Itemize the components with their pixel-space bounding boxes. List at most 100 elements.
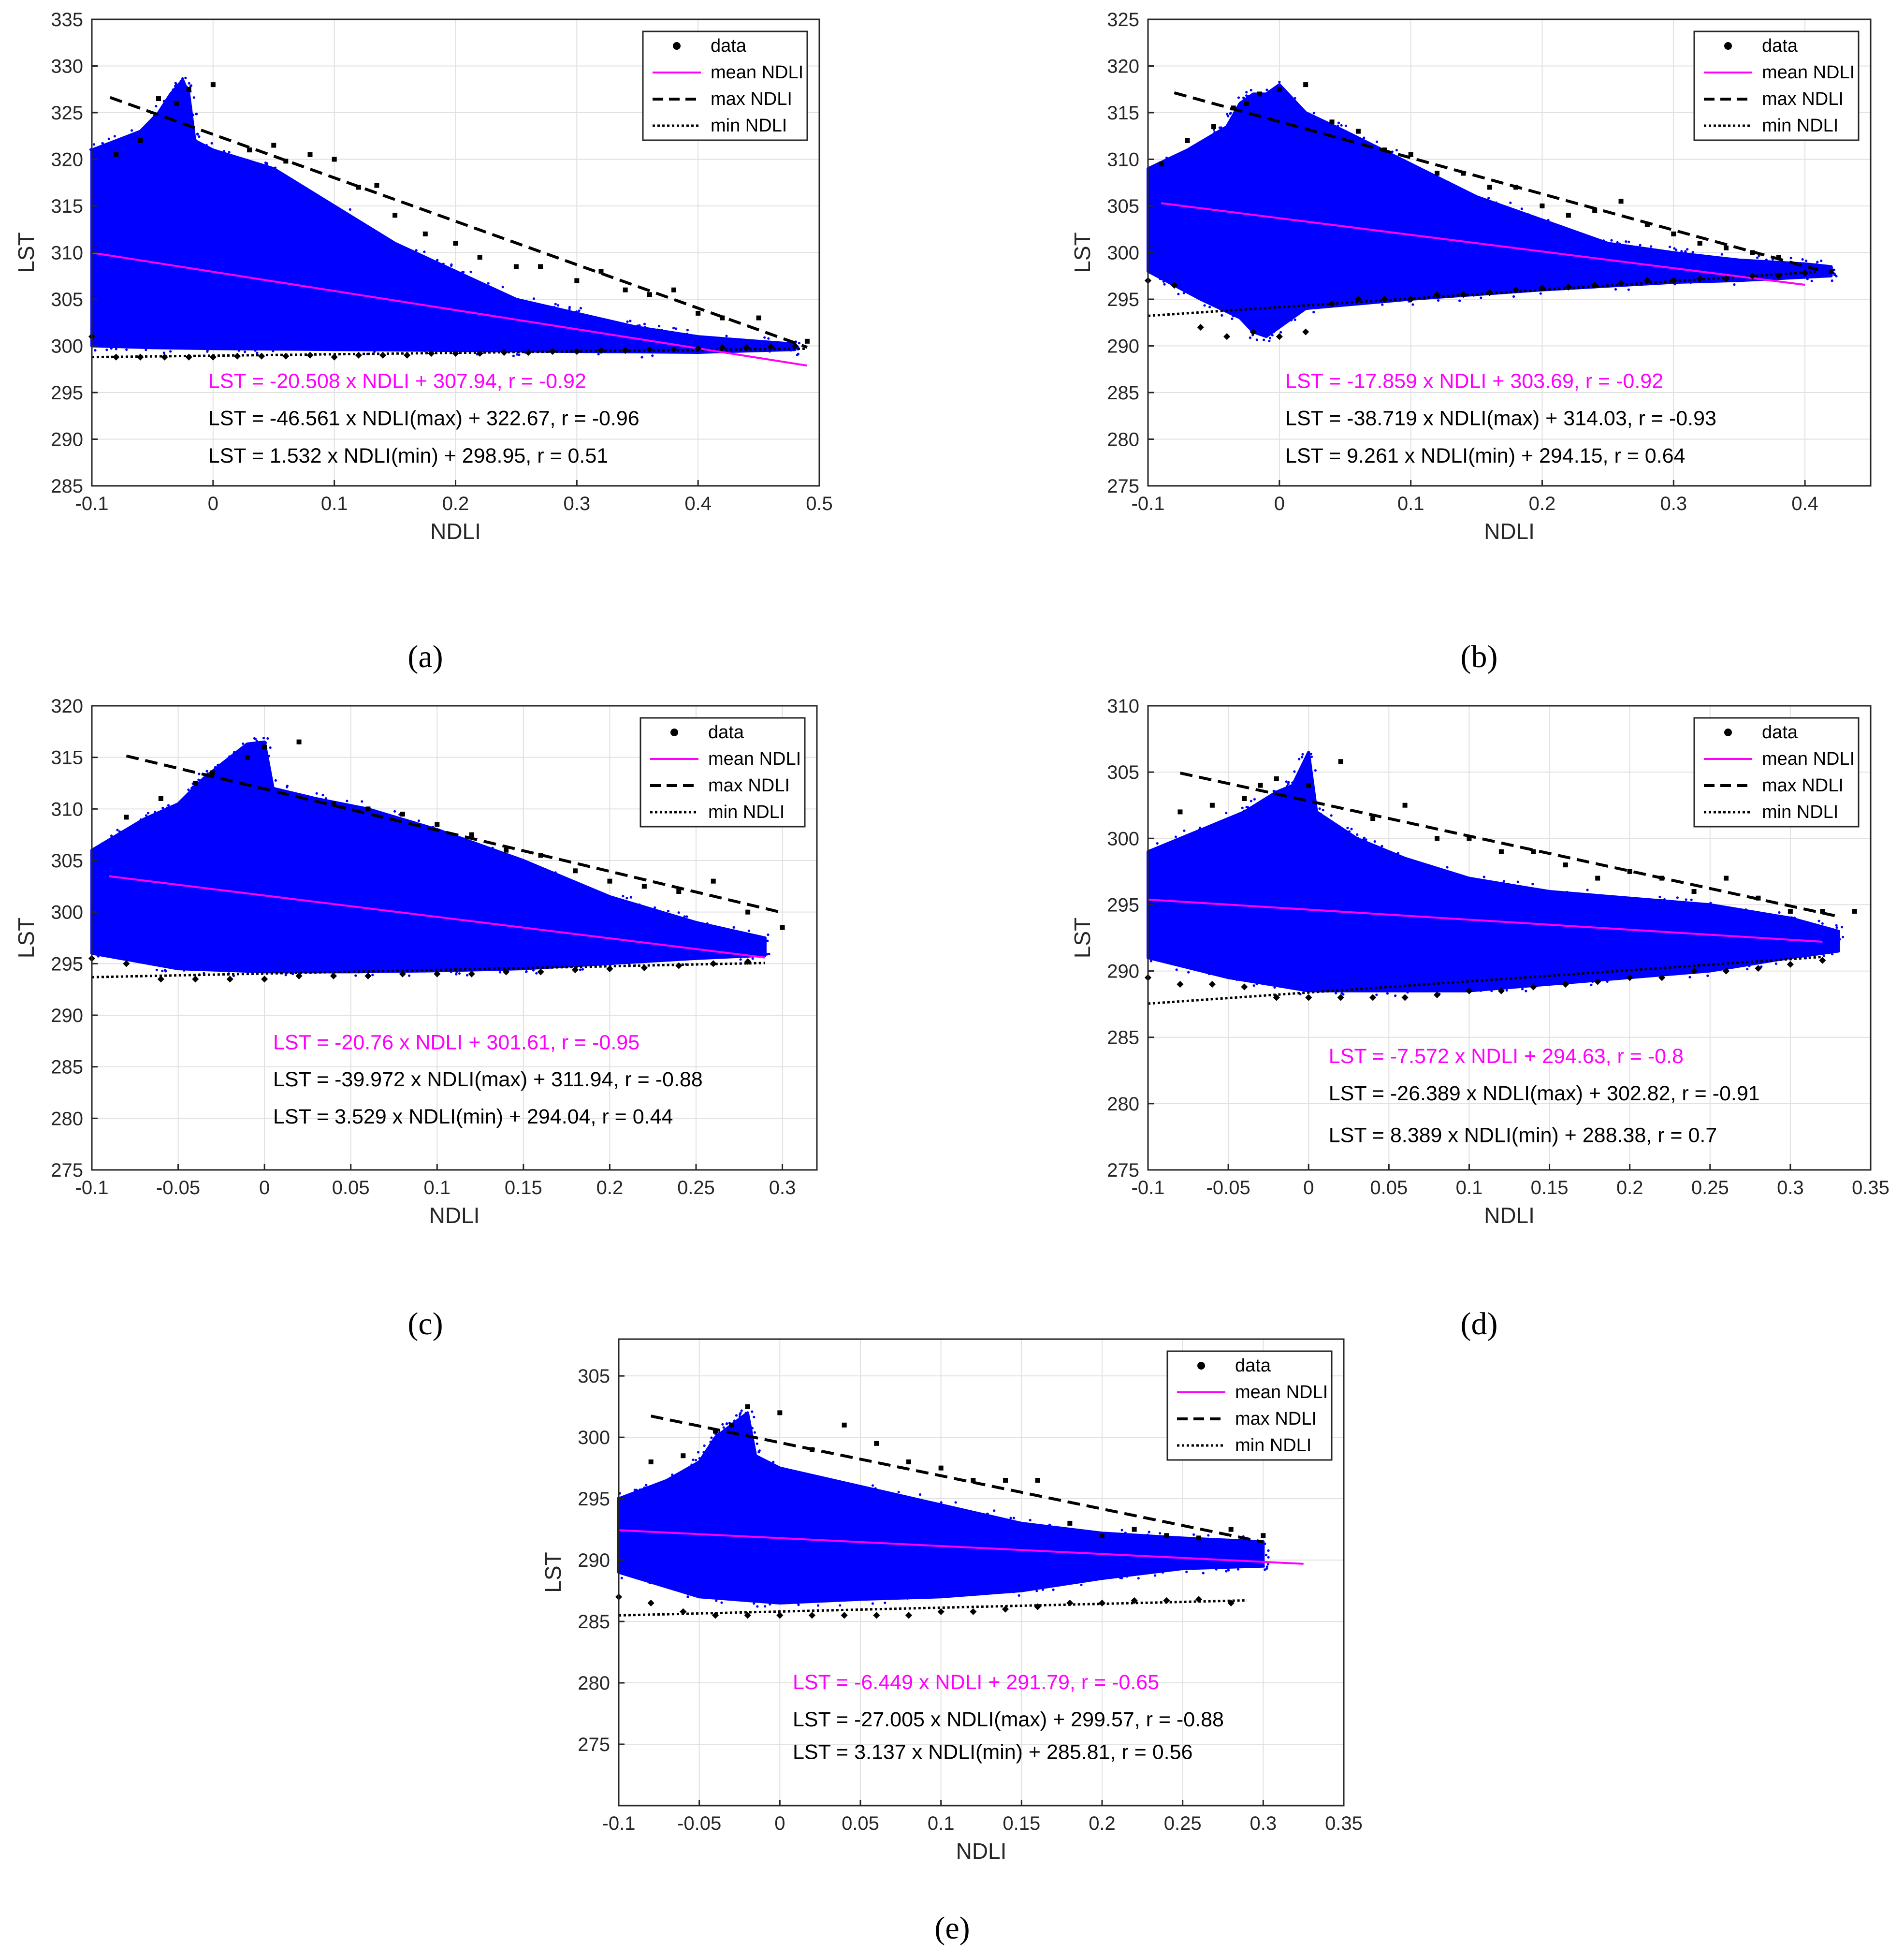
panel-a-y-tick-label: 330 xyxy=(51,56,83,77)
panel-a-max-point xyxy=(696,310,701,316)
panel-e-data-point xyxy=(839,1484,842,1488)
panel-a-data-point xyxy=(191,114,194,117)
panel-d-x-tick-label: 0.3 xyxy=(1777,1177,1804,1198)
panel-d-data-point xyxy=(1763,918,1766,920)
panel-d-mean-ndli-line xyxy=(1148,898,1823,943)
panel-b-data-point xyxy=(1165,156,1168,160)
panel-c-y-tick-label: 280 xyxy=(51,1108,83,1129)
panel-b-data-point xyxy=(1689,281,1692,284)
panel-a-data-point xyxy=(585,318,588,321)
panel-e-data-point xyxy=(829,1479,832,1482)
panel-d-data-point xyxy=(1747,914,1750,917)
panel-a-min-point xyxy=(476,350,483,357)
panel-b-x-axis-label: NDLI xyxy=(1484,519,1535,544)
panel-c-data-point xyxy=(465,974,469,977)
panel-a-data-point xyxy=(162,100,165,102)
panel-e-data-point xyxy=(712,1439,715,1442)
panel-a-data-point xyxy=(274,166,277,169)
panel-e-data-point xyxy=(886,1496,888,1499)
panel-b-data-point xyxy=(1673,283,1676,286)
panel-b-data-point xyxy=(1208,306,1211,308)
panel-e-data-point xyxy=(732,1597,735,1600)
panel-e-data-point xyxy=(703,1444,706,1447)
panel-b-max-point xyxy=(1159,161,1164,167)
panel-e-data-point xyxy=(740,1409,743,1412)
panel-e-data-point xyxy=(1161,1571,1164,1574)
panel-c-data-point xyxy=(274,779,277,782)
panel-c-data-point xyxy=(424,825,427,828)
panel-d-data-point xyxy=(1424,989,1426,992)
panel-d-data-point xyxy=(1782,918,1785,921)
panel-d-data-point xyxy=(1581,897,1584,900)
panel-b-max-point xyxy=(1644,222,1650,227)
panel-d-data-point xyxy=(1346,827,1349,830)
panel-d-max-point xyxy=(1274,776,1279,781)
panel-d-data-point xyxy=(1746,968,1749,971)
panel-d-data-point xyxy=(1663,898,1666,901)
panel-a-data-point xyxy=(575,310,578,313)
panel-e-data-point xyxy=(620,1576,623,1579)
panel-a-data-point xyxy=(658,329,661,332)
panel-b-data-point xyxy=(1614,288,1617,291)
panel-e-data-point xyxy=(903,1591,907,1594)
panel-e-data-point xyxy=(1137,1538,1140,1541)
panel-c-x-tick-label: 0.15 xyxy=(505,1177,542,1198)
panel-c-max-point xyxy=(607,878,612,884)
panel-b-data-point xyxy=(1226,125,1229,128)
panel-a-data-point xyxy=(237,349,240,352)
panel-c-min-point xyxy=(123,960,130,967)
panel-c-max-point xyxy=(538,853,543,858)
panel-b-data-point xyxy=(1676,253,1679,256)
panel-c-max-point xyxy=(193,781,198,786)
panel-b-mean-ndli-line xyxy=(1161,202,1805,286)
panel-c-data-point xyxy=(766,939,769,942)
panel-b-data-point xyxy=(1547,219,1550,221)
panel-d-y-tick-label: 310 xyxy=(1107,696,1139,717)
panel-c-data-point xyxy=(164,969,167,972)
panel-c-min-point xyxy=(606,965,613,973)
panel-a-data-point xyxy=(196,132,199,135)
panel-c-data-point xyxy=(154,810,157,814)
panel-c-data-point xyxy=(245,744,248,747)
panel-d-min-point xyxy=(1497,987,1505,994)
panel-e-data-point xyxy=(716,1437,719,1440)
panel-b-data-point xyxy=(1237,104,1240,107)
panel-a-min-point xyxy=(404,351,411,359)
panel-d-data-point xyxy=(1606,980,1609,983)
panel-a-data-point xyxy=(414,252,417,255)
panel-a-y-axis-label: LST xyxy=(14,232,39,273)
panel-c-data-point xyxy=(268,969,271,972)
panel-c-data-point xyxy=(403,966,406,969)
panel-c-data-point xyxy=(145,814,148,817)
panel-d-data-point xyxy=(1505,989,1508,992)
panel-e-data-point xyxy=(752,1459,755,1462)
panel-a-data-point xyxy=(605,320,608,323)
panel-b-data-point xyxy=(1629,248,1632,251)
panel-e-x-axis-label: NDLI xyxy=(956,1838,1007,1864)
panel-c-data-point xyxy=(465,838,468,841)
panel-e-data-point xyxy=(710,1436,713,1439)
panel-e-max-point xyxy=(810,1447,814,1452)
panel-d-max-point xyxy=(1467,836,1472,841)
panel-d-x-tick-label: -0.1 xyxy=(1132,1177,1165,1198)
panel-c-max-point xyxy=(504,847,509,853)
panel-d-data-point xyxy=(1272,789,1275,792)
panel-e-data-point xyxy=(686,1595,689,1598)
panel-b-data-point xyxy=(1686,277,1689,280)
panel-d-data-point xyxy=(1566,890,1569,893)
panel-c-data-point xyxy=(763,947,766,950)
panel-c-max-point xyxy=(262,744,267,750)
panel-d-data-point xyxy=(1436,987,1439,990)
panel-a-data-point xyxy=(164,102,167,104)
panel-e-max-point xyxy=(938,1465,944,1471)
panel-b-data-point xyxy=(1512,295,1515,298)
panel-d-data-point xyxy=(1590,983,1593,986)
panel-d-data-point xyxy=(1485,883,1488,886)
panel-b-data-point xyxy=(1221,314,1223,317)
panel-d-caption: (d) xyxy=(1461,1306,1498,1342)
panel-c-data-point xyxy=(96,852,99,855)
panel-e-data-point xyxy=(719,1593,722,1596)
panel-c-data-point xyxy=(174,967,177,970)
panel-e-data-point xyxy=(1020,1523,1023,1526)
panel-b-legend-data-marker xyxy=(1724,42,1732,50)
